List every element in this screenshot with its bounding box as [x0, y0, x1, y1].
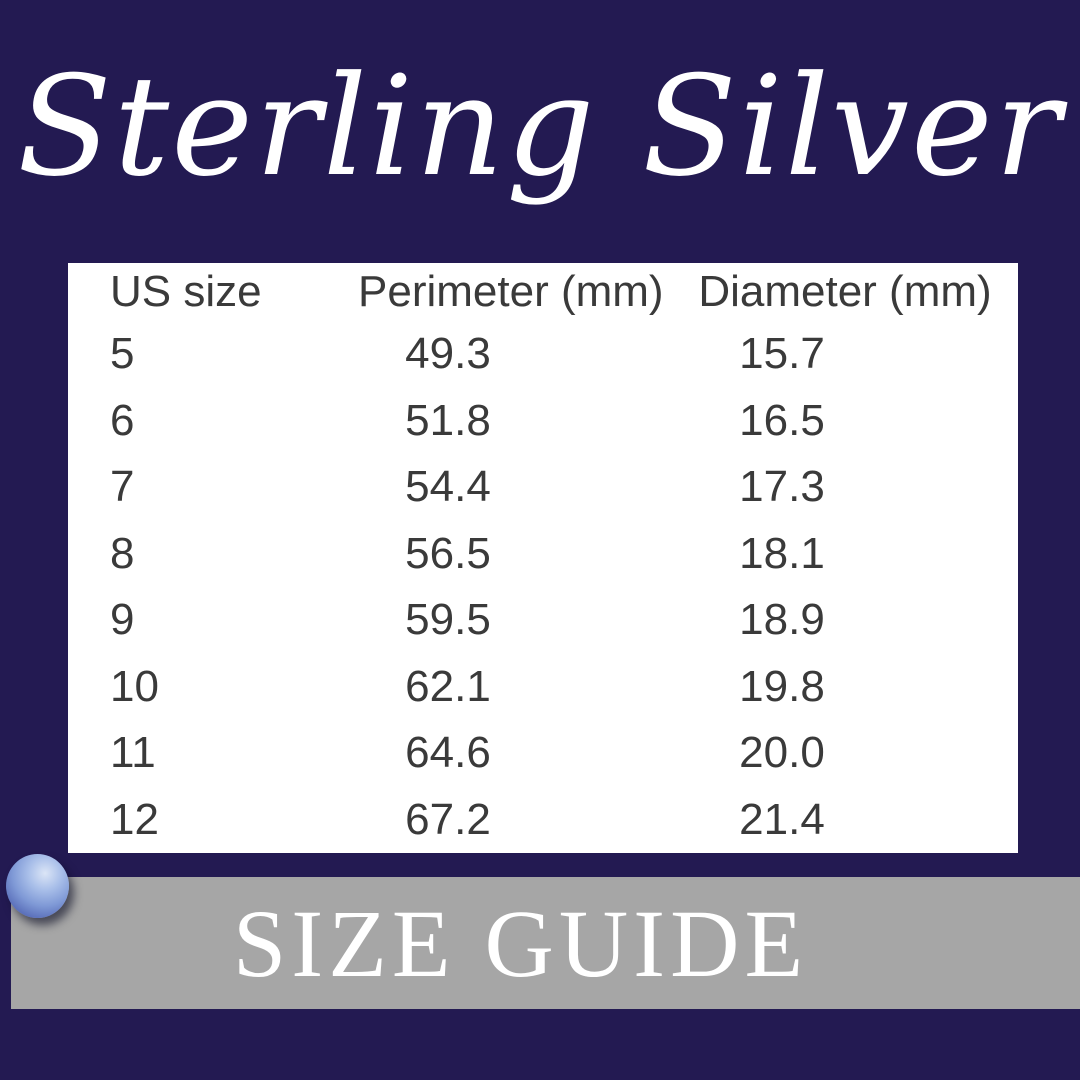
- title-area: Sterling Silver: [0, 0, 1080, 252]
- size-table-row: 8 56.5 18.1: [68, 521, 1018, 588]
- size-table-row: 12 67.2 21.4: [68, 787, 1018, 854]
- size-table-cell: 18.1: [739, 528, 825, 578]
- size-table-row: 11 64.6 20.0: [68, 720, 1018, 787]
- size-table-cell: 51.8: [405, 395, 491, 445]
- size-table-cell: 64.6: [405, 728, 491, 778]
- column-header-perimeter: Perimeter (mm): [358, 267, 664, 316]
- size-table-cell: 19.8: [739, 661, 825, 711]
- column-header-us-size: US size: [110, 267, 262, 316]
- size-table-cell: 17.3: [739, 462, 825, 512]
- size-table-cell: 62.1: [405, 661, 491, 711]
- size-table-cell: 56.5: [405, 528, 491, 578]
- size-table-cell: 20.0: [739, 728, 825, 778]
- size-table-row: 5 49.3 15.7: [68, 321, 1018, 388]
- size-table-cell: 16.5: [739, 395, 825, 445]
- pearl-sphere-icon: [6, 854, 69, 918]
- size-table-cell: 12: [110, 794, 159, 844]
- size-table-cell: 8: [110, 528, 135, 578]
- size-table-header-row: US size Perimeter (mm) Diameter (mm): [68, 263, 1018, 321]
- page-title: Sterling Silver: [17, 45, 1063, 207]
- size-table-cell: 6: [110, 395, 135, 445]
- size-guide-banner: SIZE GUIDE: [11, 877, 1080, 1009]
- size-guide-label: SIZE GUIDE: [232, 889, 809, 997]
- size-table-cell: 5: [110, 329, 135, 379]
- size-table-cell: 49.3: [405, 329, 491, 379]
- size-table-cell: 9: [110, 595, 135, 645]
- size-table-cell: 67.2: [405, 794, 491, 844]
- size-table-header: US size Perimeter (mm) Diameter (mm): [68, 263, 1018, 321]
- column-header-diameter: Diameter (mm): [698, 267, 992, 316]
- size-table-row: 10 62.1 19.8: [68, 654, 1018, 721]
- size-table-cell: 21.4: [739, 794, 825, 844]
- size-table-cell: 10: [110, 661, 159, 711]
- size-table-body: 5 49.3 15.7 6 51.8 16.5 7 54.4 17.3 8 56.5 18.1 9 59.…: [68, 321, 1018, 853]
- size-table-cell: 54.4: [405, 462, 491, 512]
- size-table-row: 6 51.8 16.5: [68, 388, 1018, 455]
- size-table: US size Perimeter (mm) Diameter (mm) 5 49…: [68, 263, 1018, 853]
- size-table-panel: US size Perimeter (mm) Diameter (mm) 5 49…: [68, 263, 1018, 853]
- size-table-cell: 59.5: [405, 595, 491, 645]
- size-table-row: 7 54.4 17.3: [68, 454, 1018, 521]
- size-table-cell: 18.9: [739, 595, 825, 645]
- size-table-row: 9 59.5 18.9: [68, 587, 1018, 654]
- size-table-cell: 11: [110, 728, 156, 778]
- size-table-cell: 7: [110, 462, 135, 512]
- size-table-cell: 15.7: [739, 329, 825, 379]
